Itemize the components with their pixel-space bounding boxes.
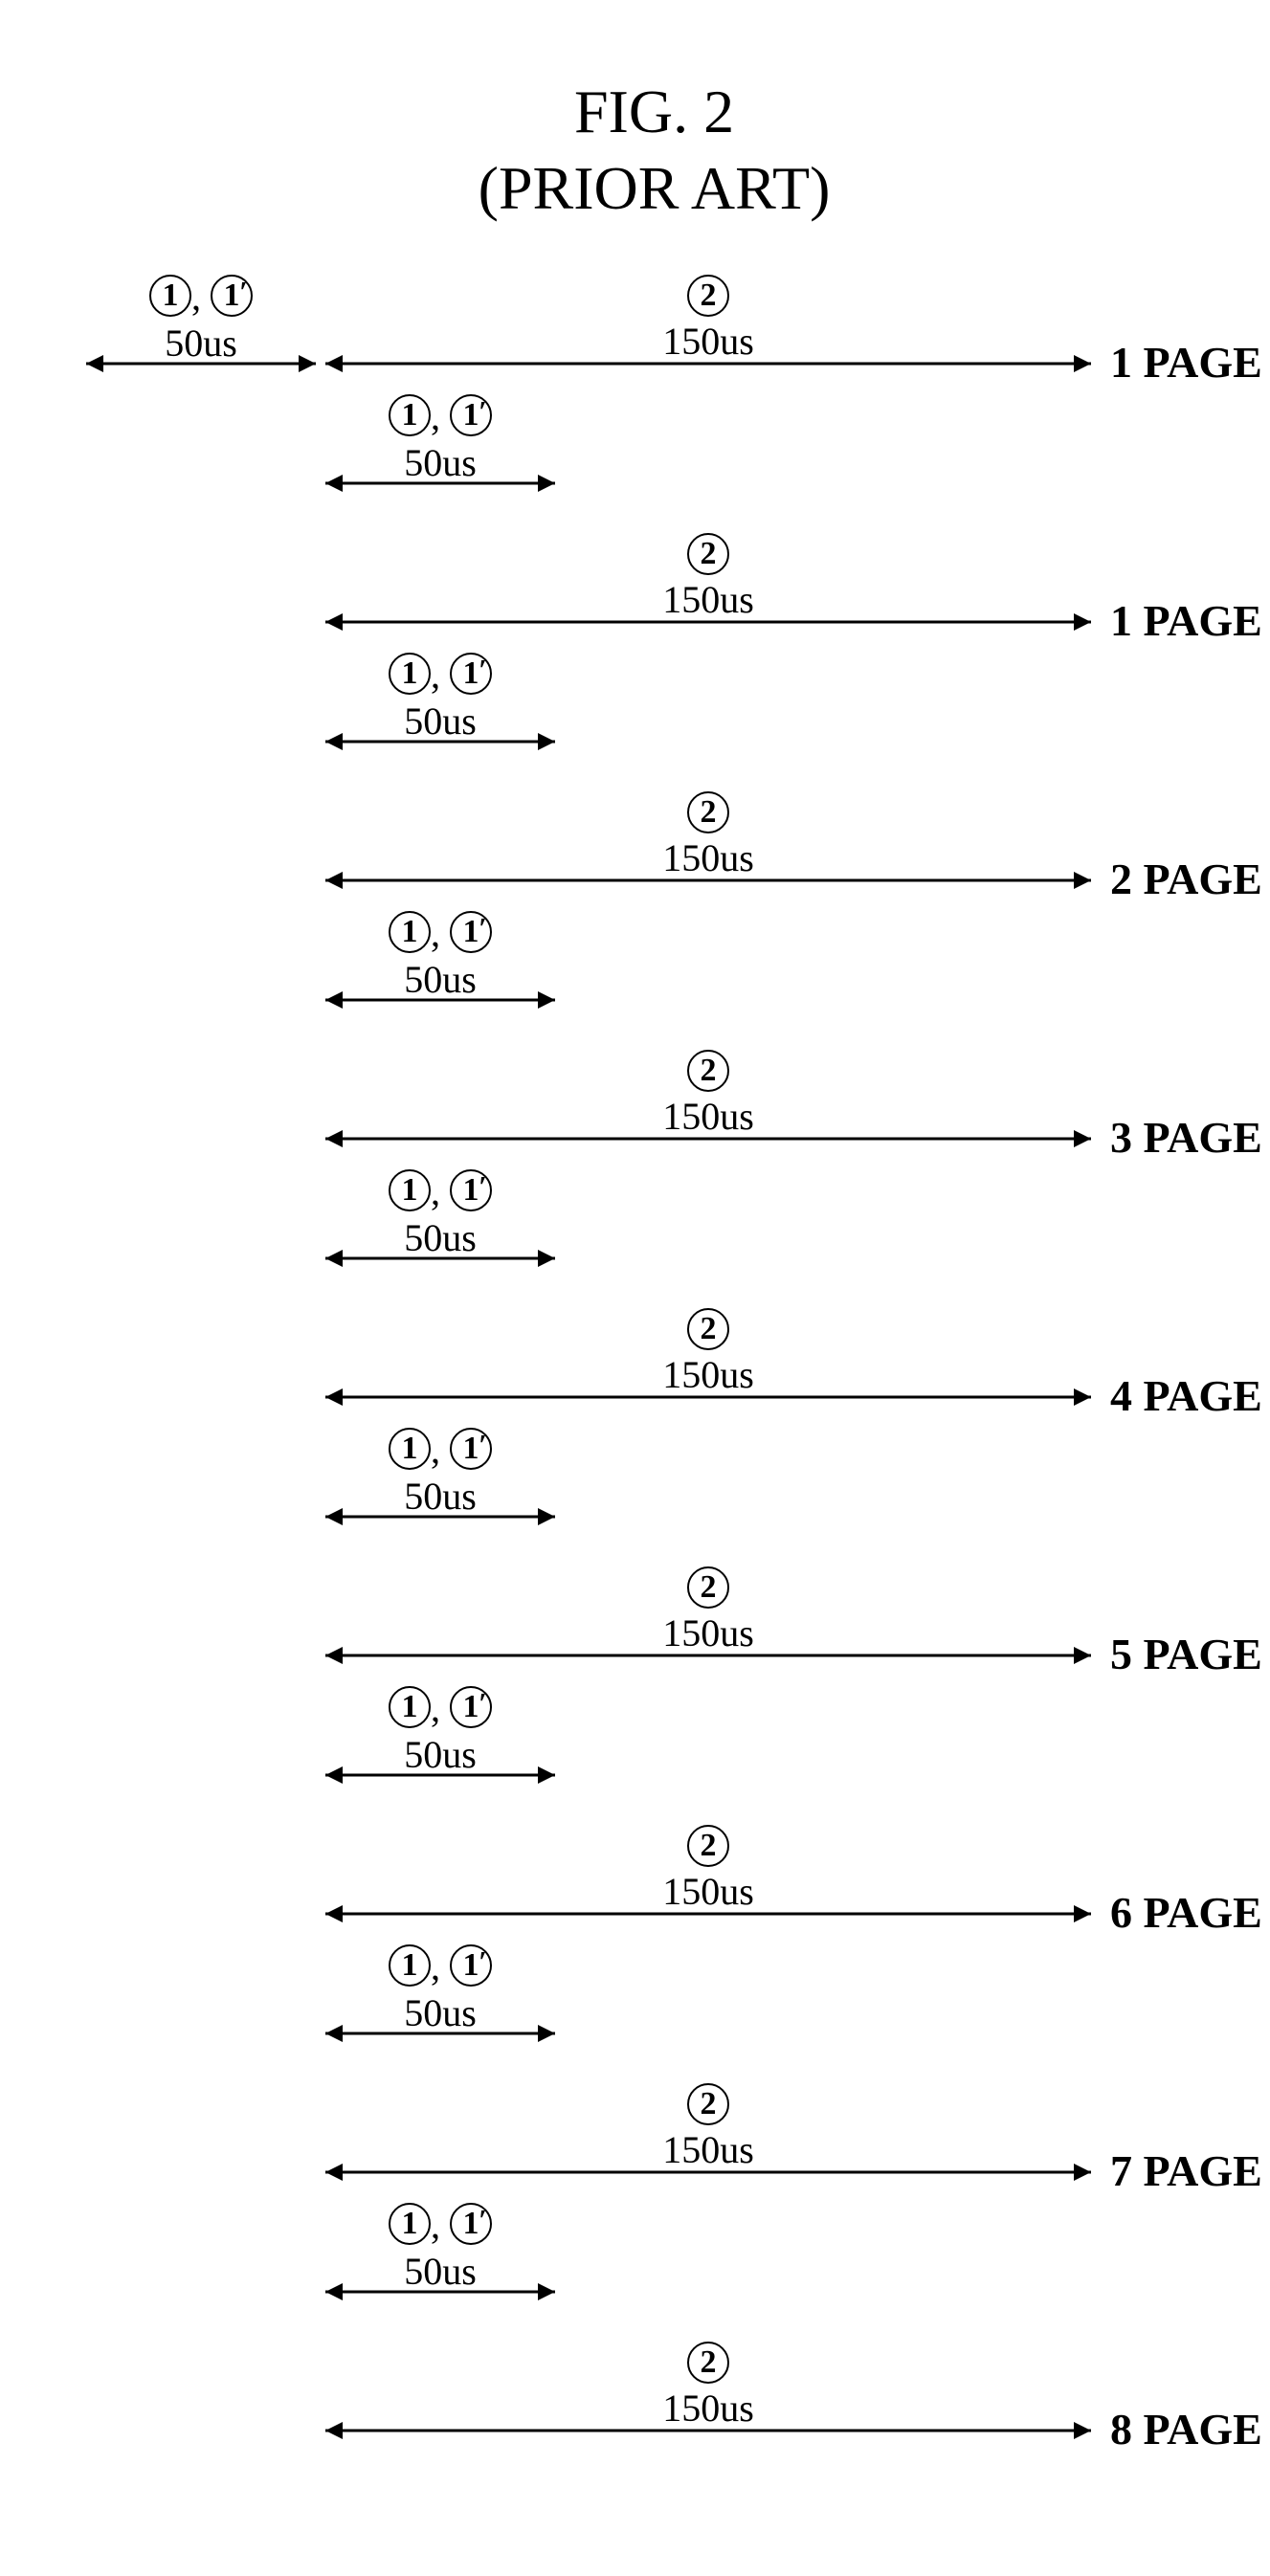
long-segment-label: 2150us bbox=[325, 1820, 1091, 1914]
long-segment-label: 2150us bbox=[325, 787, 1091, 880]
figure-title: FIG. 2 bbox=[19, 77, 1270, 147]
dimension-arrow bbox=[325, 2023, 555, 2044]
dimension-arrow bbox=[325, 473, 555, 494]
dimension-arrow bbox=[86, 353, 316, 374]
short-segment-label: 1, 1′50us bbox=[325, 1423, 555, 1519]
long-segment-label: 2150us bbox=[325, 2337, 1091, 2431]
page-label: 3 PAGE bbox=[1110, 1112, 1262, 1163]
page-label: 4 PAGE bbox=[1110, 1370, 1262, 1421]
long-segment-label: 2150us bbox=[325, 528, 1091, 622]
page-label: 7 PAGE bbox=[1110, 2145, 1262, 2196]
page-label: 1 PAGE bbox=[1110, 337, 1262, 388]
long-segment-label: 2150us bbox=[325, 1562, 1091, 1655]
long-segment-label: 2150us bbox=[325, 1303, 1091, 1397]
dimension-arrow bbox=[325, 611, 1091, 633]
dimension-arrow bbox=[325, 2162, 1091, 2183]
short-segment-label: 1, 1′50us bbox=[325, 1165, 555, 1260]
figure-subtitle: (PRIOR ART) bbox=[19, 153, 1270, 224]
short-segment-label: 1, 1′50us bbox=[325, 2198, 555, 2294]
dimension-arrow bbox=[325, 731, 555, 752]
dimension-arrow bbox=[325, 1506, 555, 1527]
dimension-arrow bbox=[325, 1248, 555, 1269]
dimension-arrow bbox=[325, 1903, 1091, 1924]
dimension-arrow bbox=[325, 1765, 555, 1786]
dimension-arrow bbox=[325, 1387, 1091, 1408]
dimension-arrow bbox=[325, 1128, 1091, 1149]
short-segment-label: 1, 1′50us bbox=[325, 1681, 555, 1777]
dimension-arrow bbox=[325, 870, 1091, 891]
short-segment-label: 1, 1′50us bbox=[325, 906, 555, 1002]
diagram-canvas: FIG. 2(PRIOR ART)2150us1 PAGE1, 1′50us21… bbox=[19, 19, 1270, 2557]
page-label: 8 PAGE bbox=[1110, 2404, 1262, 2454]
page-label: 6 PAGE bbox=[1110, 1887, 1262, 1938]
short-segment-label: 1, 1′50us bbox=[325, 648, 555, 744]
dimension-arrow bbox=[325, 989, 555, 1010]
dimension-arrow bbox=[325, 1645, 1091, 1666]
long-segment-label: 2150us bbox=[325, 1045, 1091, 1139]
page-label: 5 PAGE bbox=[1110, 1629, 1262, 1679]
page-label: 1 PAGE bbox=[1110, 595, 1262, 646]
short-segment-label: 1, 1′50us bbox=[325, 1940, 555, 2035]
long-segment-label: 2150us bbox=[325, 270, 1091, 364]
dimension-arrow bbox=[325, 2281, 555, 2302]
page-label: 2 PAGE bbox=[1110, 854, 1262, 904]
dimension-arrow bbox=[325, 2420, 1091, 2441]
short-segment-label: 1, 1′50us bbox=[325, 389, 555, 485]
short-segment-label: 1, 1′50us bbox=[86, 270, 316, 366]
long-segment-label: 2150us bbox=[325, 2078, 1091, 2172]
dimension-arrow bbox=[325, 353, 1091, 374]
